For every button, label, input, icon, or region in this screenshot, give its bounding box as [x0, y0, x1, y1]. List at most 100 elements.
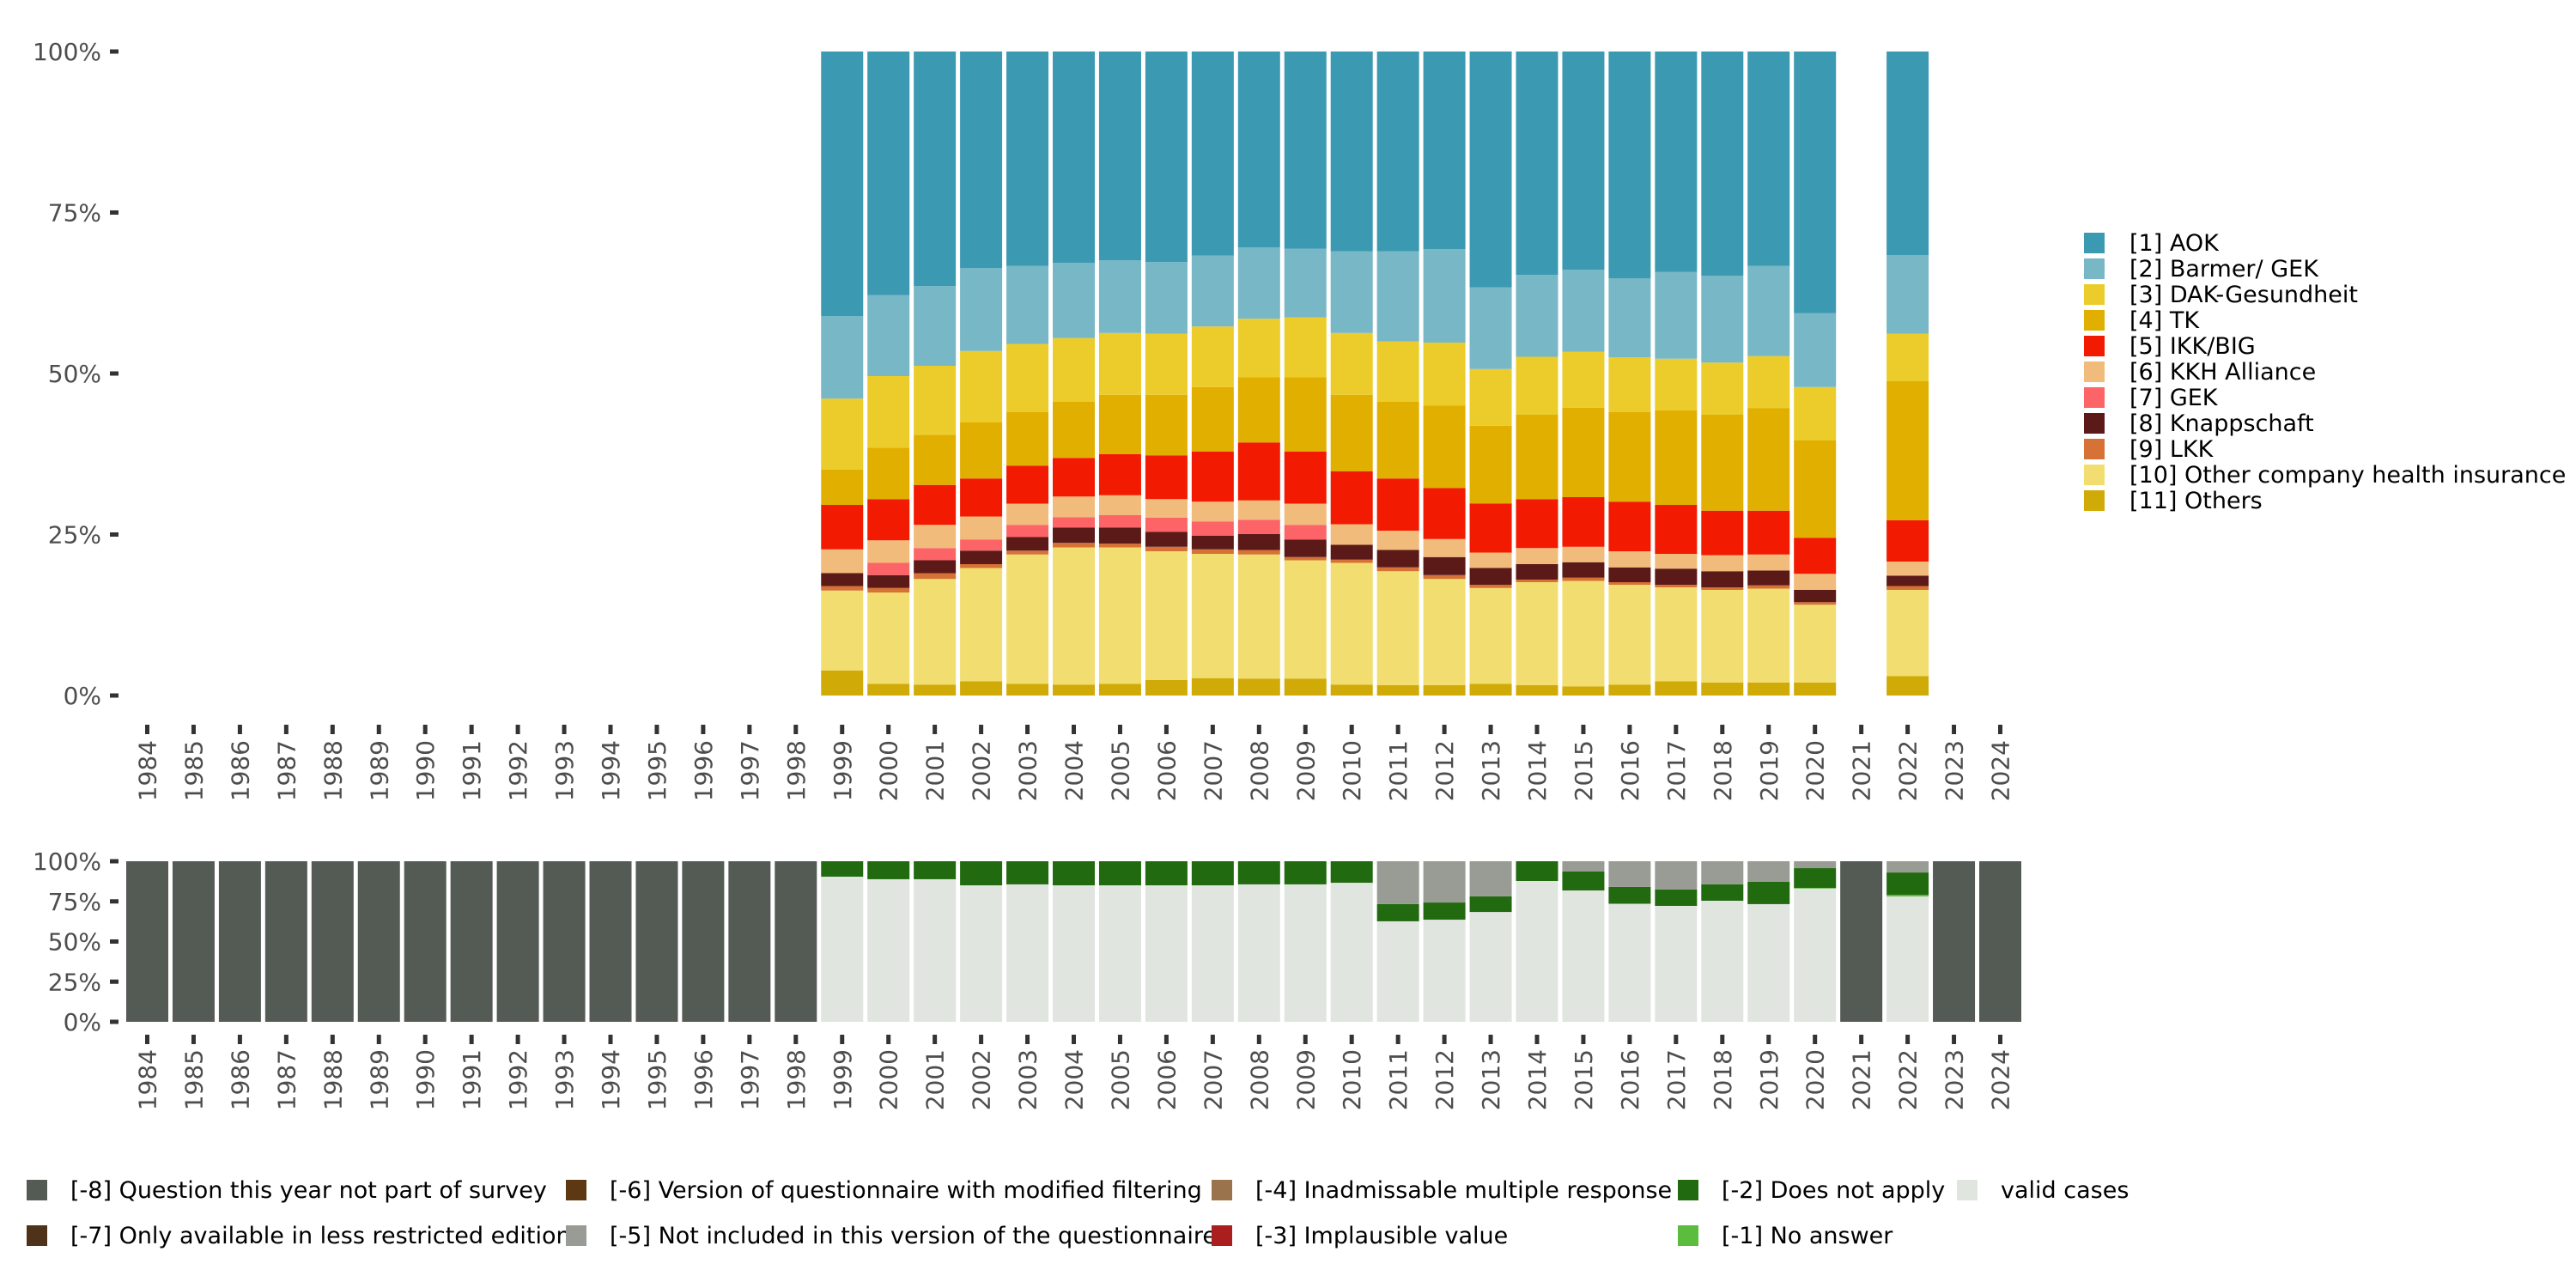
bar-segment — [1747, 570, 1790, 586]
x-tick-mark — [1627, 725, 1632, 734]
bar-segment — [1886, 586, 1929, 590]
bar-segment — [1237, 884, 1280, 1022]
legend-item: [-1] No answer — [1678, 1223, 1893, 1249]
x-tick-mark — [840, 1035, 845, 1044]
bar-segment — [1655, 681, 1698, 696]
bar-segment — [1098, 861, 1141, 886]
x-tick-mark — [1395, 725, 1400, 734]
bar-segment — [1098, 260, 1141, 333]
y-tick-mark — [110, 939, 118, 944]
x-tick-mark — [145, 725, 149, 734]
bar-segment — [1655, 554, 1698, 569]
y-tick-label: 50% — [48, 928, 101, 957]
x-tick-label: 2009 — [1291, 1049, 1320, 1110]
x-tick-label: 2015 — [1570, 1049, 1598, 1110]
bar-segment — [1469, 52, 1512, 288]
x-tick-mark — [1072, 725, 1076, 734]
bar-segment — [1886, 895, 1929, 896]
bar-segment — [1655, 410, 1698, 505]
legend-item: [3] DAK-Gesundheit — [2084, 282, 2358, 308]
x-tick-label: 2024 — [1987, 740, 2015, 801]
legend-item: [-3] Implausible value — [1212, 1223, 1508, 1249]
bar-segment — [1006, 537, 1049, 551]
x-tick-label: 2008 — [1245, 740, 1273, 801]
bar-segment — [1191, 885, 1234, 1022]
x-tick-label: 2015 — [1570, 740, 1598, 801]
x-tick-mark — [1210, 1035, 1215, 1044]
x-tick-label: 2004 — [1060, 1049, 1089, 1110]
bar-segment — [1562, 497, 1605, 547]
legend-swatch — [27, 1180, 47, 1200]
x-tick-label: 2013 — [1477, 740, 1505, 801]
bottom-chart-missing-values: 0% 25% 50% 75% 100% 1984 1985 1986 1987 1988 1989 1… — [33, 848, 2021, 1110]
bar-segment — [867, 587, 910, 592]
x-tick-mark — [1025, 1035, 1030, 1044]
bar-segment — [1330, 332, 1373, 395]
x-tick-mark — [1998, 725, 2002, 734]
x-tick-label: 1987 — [272, 740, 301, 801]
x-tick-label: 1997 — [736, 1049, 764, 1110]
bar-segment — [1284, 861, 1327, 884]
bar-segment — [1376, 341, 1419, 402]
bar-segment — [1006, 343, 1049, 412]
legend-item: [1] AOK — [2084, 230, 2220, 257]
x-tick-mark — [330, 1035, 335, 1044]
bar-segment — [1747, 355, 1790, 409]
bar-segment — [1655, 587, 1698, 682]
y-tick-mark — [110, 899, 118, 904]
legend-swatch — [2084, 361, 2105, 382]
x-tick-label: 1987 — [272, 1049, 301, 1110]
bar-segment — [1145, 551, 1188, 680]
legend-label: [-4] Inadmissable multiple response — [1255, 1177, 1672, 1204]
bar-segment — [1701, 587, 1744, 590]
x-tick-label: 1985 — [179, 1049, 208, 1110]
bar-segment — [1794, 538, 1837, 574]
x-tick-mark — [608, 1035, 613, 1044]
x-tick-mark — [515, 1035, 520, 1044]
legend-item: [-6] Version of questionnaire with modif… — [566, 1177, 1202, 1204]
bar-segment — [1423, 574, 1466, 580]
bar-segment — [775, 861, 817, 1022]
legend-swatch — [566, 1225, 586, 1246]
bar-segment — [1886, 52, 1929, 255]
x-tick-mark — [1952, 1035, 1957, 1044]
x-tick-label: 1988 — [319, 1049, 347, 1110]
legend-swatch — [2084, 465, 2105, 485]
bar-segment — [1655, 889, 1698, 906]
bar-segment — [1376, 478, 1419, 531]
x-tick-mark — [1442, 725, 1447, 734]
bar-segment — [1191, 255, 1234, 327]
y-tick-label: 75% — [48, 199, 101, 228]
x-tick-label: 1985 — [179, 740, 208, 801]
legend-item: [10] Other company health insurance — [2084, 462, 2566, 489]
bar-segment — [1330, 684, 1373, 696]
x-tick-label: 2011 — [1384, 1049, 1413, 1110]
legend-item: [2] Barmer/ GEK — [2084, 256, 2319, 283]
x-tick-label: 2010 — [1338, 740, 1366, 801]
x-tick-label: 1991 — [458, 1049, 486, 1110]
x-tick-mark — [145, 1035, 149, 1044]
x-tick-mark — [1072, 1035, 1076, 1044]
x-tick-mark — [608, 725, 613, 734]
bar-segment — [1376, 251, 1419, 342]
bar-segment — [1098, 527, 1141, 544]
bar-segment — [1794, 574, 1837, 590]
x-tick-mark — [1720, 725, 1725, 734]
bar-segment — [1145, 394, 1188, 456]
bar-segment — [1655, 905, 1698, 1022]
bar-segment — [1886, 896, 1929, 1022]
legend-label: [-2] Does not apply — [1722, 1177, 1945, 1204]
bar-segment — [1191, 861, 1234, 886]
bar-segment — [1747, 881, 1790, 904]
legend-label: [10] Other company health insurance — [2129, 462, 2566, 489]
x-tick-mark — [1859, 1035, 1864, 1044]
bar-segment — [1145, 546, 1188, 551]
x-tick-mark — [1025, 725, 1030, 734]
bar-segment — [1608, 585, 1651, 685]
bar-segment — [1284, 317, 1327, 378]
x-tick-mark — [793, 725, 799, 734]
bar-segment — [1469, 861, 1512, 896]
x-tick-mark — [1766, 1035, 1771, 1044]
bar-segment — [1886, 575, 1929, 586]
x-tick-label: 2022 — [1894, 1049, 1923, 1110]
